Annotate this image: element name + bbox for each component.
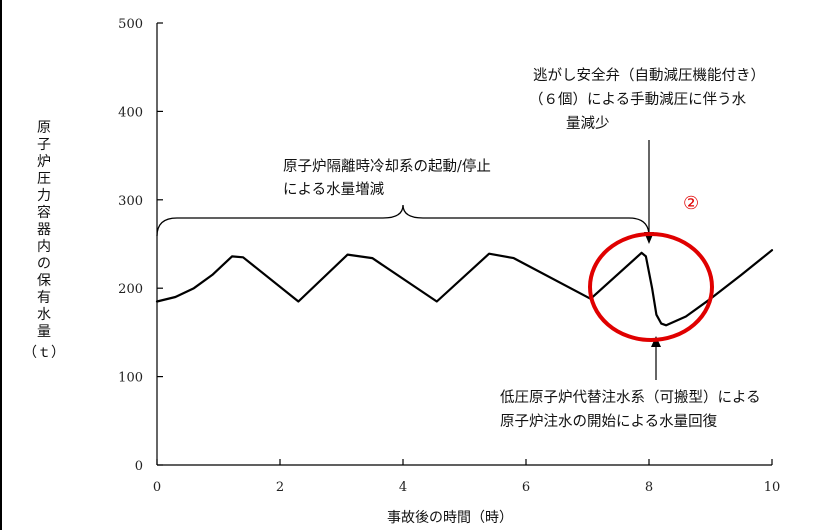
annotation-bottom-line2: 原子炉注水の開始による水量回復 — [500, 413, 718, 430]
y-axis-label-char: の — [37, 256, 51, 272]
y-ticks: 0 100 200 300 400 500 — [118, 17, 163, 474]
y-axis-label-char: 圧 — [37, 171, 51, 187]
y-tick-label: 300 — [118, 194, 143, 209]
annotation-top-line3: 量減少 — [566, 115, 610, 132]
annotation-bottom-line1: 低圧原子炉代替注水系（可搬型）による — [500, 389, 761, 406]
bracket-label-line2: による水量増減 — [283, 181, 385, 198]
y-axis-label-char: 水 — [37, 307, 51, 323]
x-tick-label: 4 — [399, 480, 407, 495]
bracket — [156, 204, 650, 237]
y-axis-label-char: 保 — [37, 273, 51, 289]
annotation-top-line1: 逃がし安全弁（自動減圧機能付き） — [533, 66, 765, 84]
y-axis-label-char: 力 — [37, 188, 51, 204]
y-axis-label-char: 量 — [37, 324, 51, 340]
y-tick-label: 200 — [118, 282, 143, 297]
series-line — [155, 249, 774, 327]
x-tick-label: 10 — [764, 480, 781, 495]
left-border — [0, 0, 2, 530]
annotation-top-line2: （６個）による手動減圧に伴う水 — [529, 91, 747, 108]
highlight-number: ② — [683, 193, 699, 214]
x-tick-label: 6 — [522, 480, 530, 495]
y-axis-label-char: 原 — [37, 120, 51, 136]
x-ticks: 0 2 4 6 8 10 — [153, 459, 780, 495]
y-axis-unit: （ｔ） — [23, 345, 65, 361]
y-axis-label-char: 炉 — [37, 154, 51, 170]
y-axis-label-char: 内 — [37, 239, 51, 255]
y-axis-label-char: 子 — [37, 137, 51, 153]
x-tick-label: 2 — [276, 480, 284, 495]
y-tick-label: 100 — [118, 371, 143, 386]
y-axis-label-char: 器 — [37, 222, 51, 238]
x-axis-label: 事故後の時間（時） — [387, 510, 513, 526]
x-tick-label: 0 — [153, 480, 161, 495]
y-axis-label-char: 容 — [37, 204, 51, 221]
bracket-label-line1: 原子炉隔離時冷却系の起動/停止 — [283, 157, 491, 175]
x-tick-label: 8 — [645, 480, 653, 495]
y-tick-label: 500 — [118, 17, 143, 32]
highlight-circle — [588, 232, 714, 342]
y-axis-label-char: 有 — [37, 290, 51, 306]
y-tick-label: 400 — [118, 105, 143, 120]
y-tick-label: 0 — [135, 459, 143, 474]
